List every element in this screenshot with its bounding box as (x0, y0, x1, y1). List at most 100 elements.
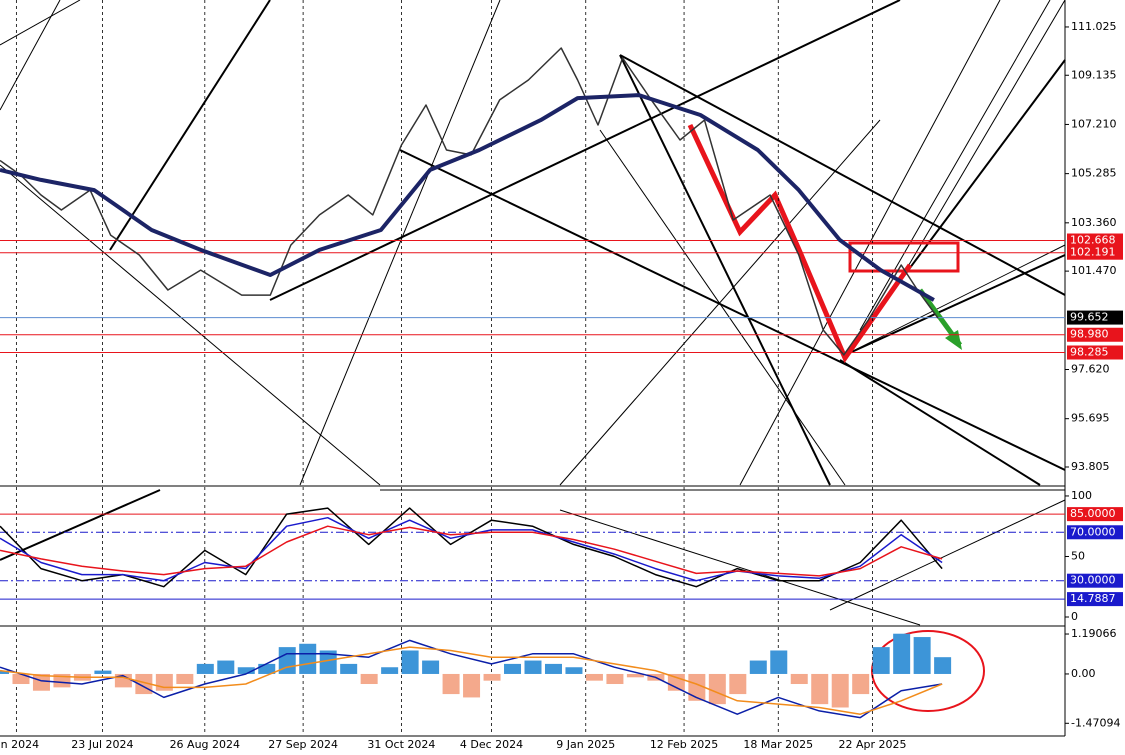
y-tick-label: 105.285 (1071, 167, 1117, 180)
level-label-box (1067, 573, 1123, 588)
histogram-bar (0, 670, 9, 674)
histogram-bar (913, 637, 931, 674)
level-label-box (1067, 592, 1123, 607)
y-tick-label: 100 (1071, 489, 1092, 502)
y-tick-label: -1.47094 (1071, 716, 1120, 729)
histogram-bar (565, 667, 583, 674)
histogram-bar (811, 673, 829, 705)
y-tick-label: 97.620 (1071, 362, 1110, 375)
histogram-bar (32, 673, 50, 691)
series-line (0, 639, 943, 719)
y-tick-label: 93.805 (1071, 460, 1110, 473)
histogram-bar (340, 663, 358, 674)
histogram-bar (463, 673, 481, 698)
level-label-box (1067, 327, 1123, 342)
histogram-bar (299, 643, 317, 674)
x-tick-label: 31 Oct 2024 (367, 738, 435, 751)
level-label: 30.0000 (1070, 574, 1116, 587)
histogram-bar (770, 650, 788, 674)
x-tick-label: 22 Apr 2025 (838, 738, 906, 751)
histogram-bar (94, 670, 112, 674)
y-tick-label: 0.00 (1071, 667, 1096, 680)
series-line (0, 93, 935, 302)
histogram-bar (852, 673, 870, 695)
level-label-box (1067, 233, 1123, 248)
histogram-bar (831, 673, 849, 708)
y-tick-label: 95.695 (1071, 412, 1110, 425)
histogram-bar (442, 673, 460, 695)
x-tick-label: 27 Sep 2024 (268, 738, 338, 751)
histogram-bar (708, 673, 726, 705)
level-label: 99.652 (1070, 311, 1109, 324)
y-tick-label: 103.360 (1071, 216, 1117, 229)
y-tick-label: 0 (1071, 610, 1078, 623)
level-label: 98.980 (1070, 328, 1109, 341)
trend-line (619, 54, 1066, 296)
series-line (0, 507, 943, 588)
y-tick-label: 111.025 (1071, 20, 1117, 33)
histogram-bar (422, 660, 440, 674)
trend-line (109, 0, 271, 251)
level-label: 85.0000 (1070, 507, 1116, 520)
level-label: 98.285 (1070, 346, 1109, 359)
histogram-bar (893, 633, 911, 674)
y-tick-label: 109.135 (1071, 68, 1117, 81)
level-label-box (1067, 507, 1123, 522)
histogram-bar (258, 663, 276, 674)
histogram-bar (749, 660, 767, 674)
histogram-bar (626, 673, 644, 678)
resistance-box (848, 241, 960, 273)
trend-line (559, 509, 921, 626)
histogram-bar (606, 673, 624, 685)
histogram-bar (790, 673, 808, 685)
histogram-bar (524, 660, 542, 674)
highlight-ellipse (871, 630, 985, 712)
histogram-bar (401, 650, 419, 674)
trend-line (0, 0, 61, 111)
histogram-bar (585, 673, 603, 681)
trend-line (599, 129, 846, 486)
level-label-box (1067, 345, 1123, 360)
trend-line (299, 0, 501, 486)
histogram-bar (155, 673, 173, 691)
histogram-bar (319, 650, 337, 674)
histogram-bar (483, 673, 501, 681)
trend-line (829, 499, 1066, 611)
trend-line (399, 149, 1066, 471)
x-tick-label: 26 Aug 2024 (170, 738, 240, 751)
histogram-bar (360, 673, 378, 685)
histogram-bar (934, 657, 952, 674)
histogram-bar (504, 663, 522, 674)
trend-line (0, 489, 161, 561)
level-label: 70.0000 (1070, 525, 1116, 538)
x-tick-label: 12 Feb 2025 (650, 738, 718, 751)
level-label-box (1067, 245, 1123, 260)
x-tick-label: 4 Dec 2024 (460, 738, 523, 751)
trend-line (839, 359, 1041, 486)
trend-line (269, 0, 901, 301)
trend-line (899, 0, 1066, 281)
histogram-bar (381, 667, 399, 674)
histogram-bar (176, 673, 194, 685)
y-tick-label: 107.210 (1071, 117, 1117, 130)
trend-line (0, 0, 81, 46)
histogram-bar (729, 673, 747, 695)
y-tick-label: 101.470 (1071, 264, 1117, 277)
trend-line (844, 254, 1066, 356)
series-line (0, 646, 943, 715)
y-tick-label: 1.19066 (1071, 627, 1117, 640)
histogram-bar (688, 673, 706, 701)
series-line (0, 525, 943, 577)
histogram-bar (217, 660, 235, 674)
x-tick-label: 9 Jan 2025 (556, 738, 615, 751)
histogram-bar (12, 673, 30, 685)
trend-line (0, 164, 381, 486)
level-label: 14.7887 (1070, 592, 1116, 605)
trend-line (844, 244, 1066, 356)
level-label: 102.668 (1070, 234, 1116, 247)
histogram-bar (544, 663, 562, 674)
x-tick-label: 18 Mar 2025 (743, 738, 813, 751)
x-tick-label: un 2024 (0, 738, 39, 751)
